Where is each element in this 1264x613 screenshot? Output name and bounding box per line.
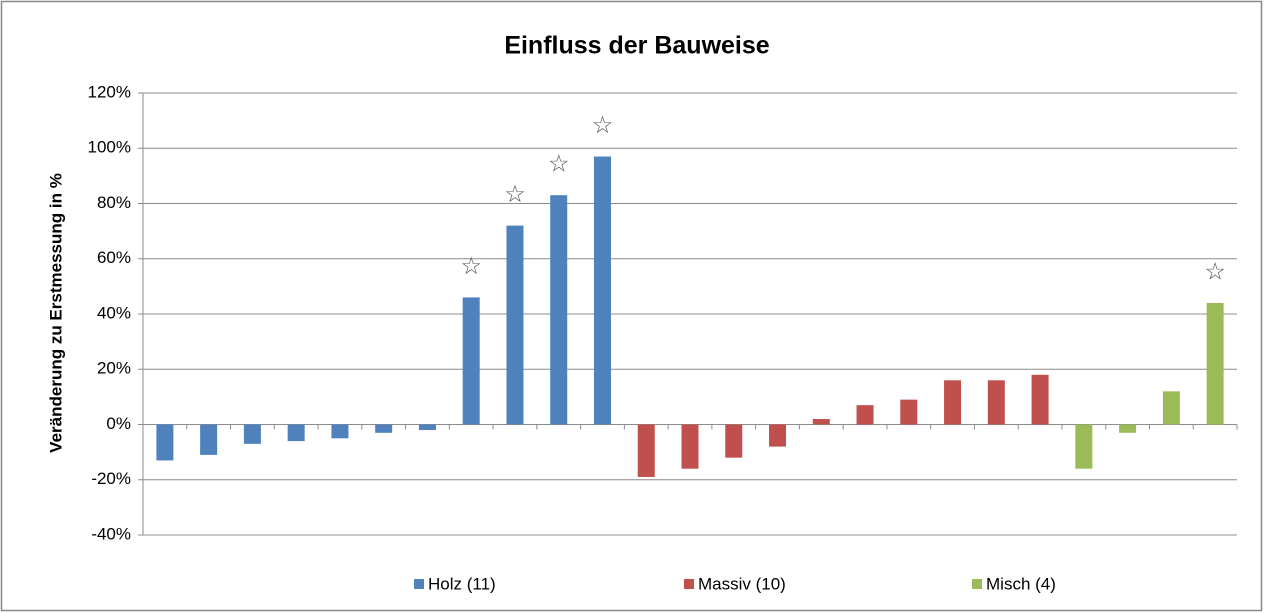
bar — [243, 424, 261, 444]
chart-title: Einfluss der Bauweise — [504, 32, 769, 60]
legend-swatch — [414, 579, 424, 589]
bar — [1162, 391, 1180, 425]
y-tick-label: 60% — [97, 248, 131, 267]
bar — [856, 405, 874, 425]
bar — [1206, 302, 1224, 425]
bar — [200, 424, 218, 455]
y-tick-label: -20% — [91, 469, 131, 488]
y-tick-label: 40% — [97, 303, 131, 322]
y-tick-label: 80% — [97, 193, 131, 212]
y-tick-label: -40% — [91, 524, 131, 543]
bar — [812, 418, 830, 425]
annotation-star: ☆ — [592, 112, 614, 139]
bar — [331, 424, 349, 439]
annotation-star: ☆ — [548, 151, 570, 178]
legend-label: Massiv (10) — [698, 574, 786, 593]
bar — [681, 424, 699, 469]
bar — [944, 380, 962, 425]
y-tick-label: 0% — [106, 414, 131, 433]
legend-swatch — [972, 579, 982, 589]
bar — [550, 195, 568, 425]
bar — [375, 424, 393, 433]
bar — [593, 156, 611, 425]
bar — [769, 424, 787, 447]
annotation-star: ☆ — [1204, 258, 1226, 285]
bar — [506, 225, 524, 425]
y-axis-label: Veränderung zu Erstmessung in % — [46, 173, 65, 453]
bar — [637, 424, 655, 477]
legend-label: Misch (4) — [986, 574, 1056, 593]
bar — [987, 380, 1005, 425]
annotation-star: ☆ — [504, 181, 526, 208]
bar — [156, 424, 174, 461]
bar — [1031, 374, 1049, 425]
bar — [725, 424, 743, 458]
y-tick-label: 120% — [88, 82, 131, 101]
y-tick-label: 100% — [88, 138, 131, 157]
y-tick-label: 20% — [97, 359, 131, 378]
annotation-star: ☆ — [460, 253, 482, 280]
bar — [418, 424, 436, 431]
bar — [462, 297, 480, 425]
bar — [1075, 424, 1093, 469]
legend-label: Holz (11) — [428, 574, 496, 593]
bar — [287, 424, 305, 442]
bar — [900, 399, 918, 425]
bar — [1119, 424, 1137, 433]
legend-swatch — [684, 579, 694, 589]
